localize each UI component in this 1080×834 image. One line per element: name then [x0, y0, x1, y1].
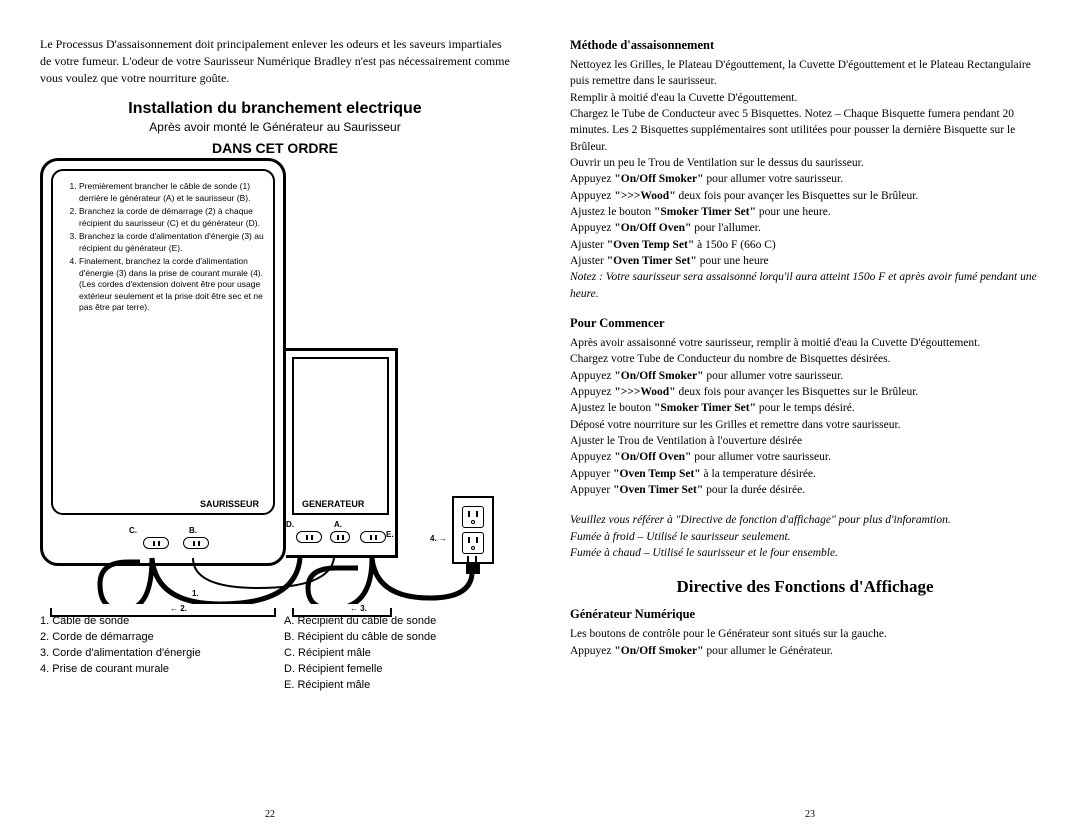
port-d-label: D. — [286, 520, 294, 529]
legend-4: 4. Prise de courant murale — [40, 662, 266, 678]
wall-outlet — [452, 496, 494, 564]
body-line: Après avoir assaisonné votre saurisseur,… — [570, 335, 1040, 351]
port-e-label: E. — [386, 530, 394, 539]
step-3: Branchez la corde d'alimentation d'énerg… — [79, 231, 265, 254]
label-generateur: GENERATEUR — [302, 499, 364, 509]
body-line: Appuyer "Oven Timer Set" pour la durée d… — [570, 482, 1040, 498]
heading-start: Pour Commencer — [570, 316, 1040, 331]
body-line: Ajustez le bouton "Smoker Timer Set" pou… — [570, 400, 1040, 416]
generator-base — [292, 608, 392, 617]
num-4: 4. → — [430, 534, 447, 543]
step-1: Premièrement brancher le câble de sonde … — [79, 181, 265, 204]
step-4: Finalement, branchez la corde d'alimenta… — [79, 256, 265, 313]
socket-bottom — [462, 532, 484, 554]
generator-box: GENERATEUR D. A. E. — [286, 348, 398, 558]
method-block: Nettoyez les Grilles, le Plateau D'égout… — [570, 57, 1040, 302]
intro-text: Le Processus D'assaisonnement doit princ… — [40, 36, 510, 86]
port-d — [296, 531, 322, 543]
heading-directive: Directive des Fonctions d'Affichage — [570, 577, 1040, 597]
heading-gen-num: Générateur Numérique — [570, 607, 1040, 622]
smoker-bottom: C. B. — [43, 519, 283, 563]
port-a-label: A. — [334, 520, 342, 529]
page-number-right: 23 — [805, 809, 815, 820]
body-line: Nettoyez les Grilles, le Plateau D'égout… — [570, 57, 1040, 90]
port-e — [360, 531, 386, 543]
legend-col-left: 1. Câble de sonde 2. Corde de démarrage … — [40, 614, 266, 694]
port-a — [330, 531, 350, 543]
body-line: Appuyez "On/Off Oven" pour l'allumer. — [570, 220, 1040, 236]
body-line: Veuillez vous référer à "Directive de fo… — [570, 512, 1040, 528]
port-b-label: B. — [189, 526, 197, 535]
body-line: Les boutons de contrôle pour le Générate… — [570, 626, 1040, 642]
legend: 1. Câble de sonde 2. Corde de démarrage … — [40, 614, 510, 694]
steps-list: Premièrement brancher le câble de sonde … — [65, 181, 265, 313]
legend-3: 3. Corde d'alimentation d'énergie — [40, 646, 266, 662]
label-saurisseur: SAURISSEUR — [200, 499, 259, 509]
num-2: ← 2. — [170, 604, 187, 613]
port-c — [143, 537, 169, 549]
page-number-left: 22 — [265, 809, 275, 820]
smoker-base — [50, 608, 276, 617]
body-line: Déposé votre nourriture sur les Grilles … — [570, 417, 1040, 433]
legend-col-right: A. Récipient du câble de sonde B. Récipi… — [284, 614, 510, 694]
legend-b: B. Récipient du câble de sonde — [284, 630, 510, 646]
body-line: Fumée à froid – Utilisé le saurisseur se… — [570, 529, 1040, 545]
body-line: Ajuster le Trou de Ventilation à l'ouver… — [570, 433, 1040, 449]
body-line: Chargez votre Tube de Conducteur du nomb… — [570, 351, 1040, 367]
socket-top — [462, 506, 484, 528]
body-line: Remplir à moitié d'eau la Cuvette D'égou… — [570, 90, 1040, 106]
body-line: Ajuster "Oven Timer Set" pour une heure — [570, 253, 1040, 269]
heading-order: DANS CET ORDRE — [40, 140, 510, 156]
start-block: Après avoir assaisonné votre saurisseur,… — [570, 335, 1040, 498]
body-line: Appuyez ">>>Wood" deux fois pour avançer… — [570, 188, 1040, 204]
legend-d: D. Récipient femelle — [284, 662, 510, 678]
smoker-box: Premièrement brancher le câble de sonde … — [40, 158, 286, 566]
step-2: Branchez la corde de démarrage (2) à cha… — [79, 206, 265, 229]
heading-sub: Après avoir monté le Générateur au Sauri… — [40, 120, 510, 134]
legend-2: 2. Corde de démarrage — [40, 630, 266, 646]
body-line: Appuyez ">>>Wood" deux fois pour avançer… — [570, 384, 1040, 400]
num-1: 1. — [192, 589, 199, 598]
gen-block: Les boutons de contrôle pour le Générate… — [570, 626, 1040, 659]
body-line: Ouvrir un peu le Trou de Ventilation sur… — [570, 155, 1040, 171]
ref-block: Veuillez vous référer à "Directive de fo… — [570, 512, 1040, 561]
body-line: Chargez le Tube de Conducteur avec 5 Bis… — [570, 106, 1040, 155]
body-line: Appuyez "On/Off Smoker" pour allumer vot… — [570, 368, 1040, 384]
body-line: Notez : Votre saurisseur sera assaisonné… — [570, 269, 1040, 302]
page-right: Méthode d'assaisonnement Nettoyez les Gr… — [540, 0, 1080, 834]
smoker-inner: Premièrement brancher le câble de sonde … — [51, 169, 275, 515]
legend-e: E. Récipient mâle — [284, 678, 510, 694]
heading-method: Méthode d'assaisonnement — [570, 38, 1040, 53]
wiring-diagram: Premièrement brancher le câble de sonde … — [40, 164, 510, 604]
body-line: Ajustez le bouton "Smoker Timer Set" pou… — [570, 204, 1040, 220]
body-line: Ajuster "Oven Temp Set" à 150o F (66o C) — [570, 237, 1040, 253]
body-line: Appuyez "On/Off Smoker" pour allumer le … — [570, 643, 1040, 659]
body-line: Appuyez "On/Off Smoker" pour allumer vot… — [570, 171, 1040, 187]
legend-c: C. Récipient mâle — [284, 646, 510, 662]
body-line: Appuyer "Oven Temp Set" à la temperature… — [570, 466, 1040, 482]
body-line: Appuyez "On/Off Oven" pour allumer votre… — [570, 449, 1040, 465]
port-c-label: C. — [129, 526, 137, 535]
generator-inner: GENERATEUR — [292, 357, 389, 515]
num-3: ← 3. — [350, 604, 367, 613]
heading-install: Installation du branchement electrique — [40, 100, 510, 118]
port-b — [183, 537, 209, 549]
body-line: Fumée à chaud – Utilisé le saurisseur et… — [570, 545, 1040, 561]
page-left: Le Processus D'assaisonnement doit princ… — [0, 0, 540, 834]
